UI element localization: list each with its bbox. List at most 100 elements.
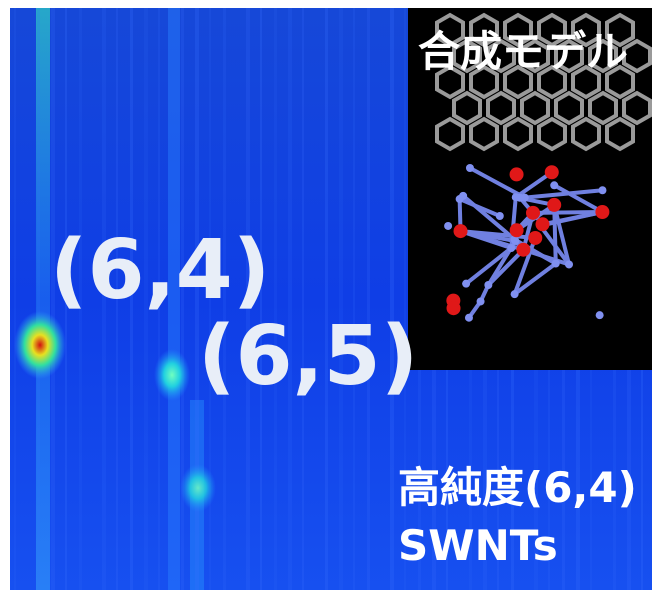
tube-ring [520,90,550,126]
spot-label: (6,5) [198,309,418,404]
streak [339,8,343,590]
streak [130,8,133,590]
tube-ring [503,64,533,100]
bond [512,237,538,295]
caption-line: SWNTs [398,521,558,570]
tube-ring [537,116,567,152]
tube-ring [469,64,499,100]
tube-ring [605,64,635,100]
model-structure [435,12,652,322]
tube-ring [486,38,516,74]
spot-6-5 [154,349,190,401]
streak [367,8,370,590]
atom [464,313,473,322]
atom [551,259,560,268]
atom [462,279,471,288]
tube-ring [622,38,652,74]
atom [535,217,550,232]
streak [36,8,50,590]
atom [525,205,540,220]
atom [510,290,519,299]
bond [553,183,604,214]
atom [510,235,519,244]
tube-ring [435,64,465,100]
tube-ring [571,64,601,100]
bond [459,229,512,250]
streak [246,8,250,590]
streak [37,8,40,590]
tube-ring [486,90,516,126]
bond [514,170,553,199]
atom [465,164,474,173]
streak [302,8,304,590]
atom [528,230,543,245]
streak [181,8,184,590]
streak [65,8,67,590]
atom [459,191,468,200]
streak [288,8,292,590]
tube-ring [435,116,465,152]
streak [404,8,406,590]
atom [446,301,461,316]
streak [353,8,355,590]
atom [507,244,516,253]
atom [565,260,574,269]
tube-ring [469,12,499,48]
caption-line: 高純度(6,4) [398,463,637,512]
atom [516,242,531,257]
tube-ring [452,90,482,126]
atom [516,193,525,202]
streak [79,8,82,590]
tube-ring [520,38,550,74]
tube-ring [605,116,635,152]
tube-ring [571,12,601,48]
atom [598,186,607,195]
streak [195,8,199,590]
spot [180,464,216,512]
bond [513,261,557,296]
tube-ring [503,116,533,152]
streak [158,8,160,590]
tube-ring [588,90,618,126]
tube-ring [588,38,618,74]
bond [460,229,536,240]
bond [469,166,526,200]
tube-ring [554,38,584,74]
spot-6-4 [14,311,66,379]
inset-title: 合成モデル [418,27,628,76]
atom [509,167,524,182]
tube-ring [452,38,482,74]
bond [552,204,571,265]
tube-ring [537,64,567,100]
streak [144,8,148,590]
atom [509,223,524,238]
streak [51,8,55,590]
spot-label: (6,4) [50,223,270,318]
atom [595,204,610,219]
streak [390,8,394,590]
streak [116,8,118,590]
tube-ring [435,12,465,48]
streak [260,8,262,590]
atom [484,281,493,290]
bond [524,188,603,200]
tube-ring [537,12,567,48]
atom [547,197,562,212]
tube-ring [469,116,499,152]
streak [223,8,226,590]
atom [544,165,559,180]
atom [550,181,559,190]
tube-ring [605,12,635,48]
tube-ring [622,90,652,126]
bond [464,246,513,286]
atom [495,212,504,221]
tube-ring [571,116,601,152]
atom [476,297,485,306]
streak [325,8,328,590]
bond [461,194,516,241]
tube-ring [554,90,584,126]
streak [14,8,16,590]
streak [102,8,106,590]
